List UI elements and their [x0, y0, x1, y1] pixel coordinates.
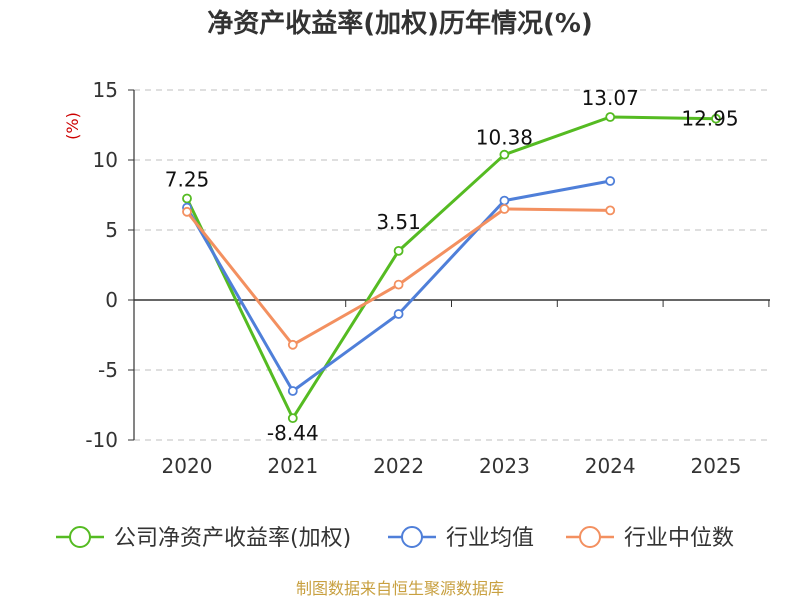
data-point-company	[393, 245, 404, 256]
axes: -10 -5 0 5 10 15 2020 2021 2022 2023 2024 2025	[85, 78, 770, 478]
data-label: -8.44	[267, 421, 319, 445]
x-tick-label: 2023	[479, 454, 530, 478]
data-point-industry_avg	[287, 386, 298, 396]
legend-label: 行业均值	[446, 526, 534, 551]
y-tick-label: 5	[105, 218, 118, 242]
data-point-company	[711, 113, 721, 124]
data-point-industry_median	[393, 279, 404, 290]
y-axis-unit-label: (%)	[63, 112, 82, 140]
chart-title: 净资产收益率(加权)历年情况(%)	[207, 8, 593, 39]
data-label: 7.25	[165, 168, 210, 192]
data-point-industry_median	[182, 206, 192, 217]
legend-marker-icon	[69, 526, 91, 548]
source-note: 制图数据来自恒生聚源数据库	[296, 579, 504, 598]
data-label: 12.95	[681, 107, 738, 131]
grid-lines	[134, 89, 770, 441]
legend-label: 行业中位数	[624, 526, 734, 551]
legend-marker-icon	[579, 526, 601, 548]
data-point-industry_median	[499, 204, 510, 214]
data-point-industry_median	[605, 205, 616, 216]
x-tick-label: 2022	[373, 454, 424, 478]
data-point-company	[499, 149, 510, 160]
data-point-industry_avg	[499, 195, 510, 206]
x-tick-label: 2024	[585, 454, 636, 478]
y-tick-label: -5	[98, 358, 118, 382]
data-label: 10.38	[476, 126, 533, 150]
y-tick-label: 15	[93, 78, 118, 102]
series-industry_avg	[182, 176, 616, 396]
data-point-industry_avg	[393, 309, 404, 319]
x-tick-label: 2020	[162, 454, 213, 478]
legend-marker-icon	[401, 526, 423, 548]
legend-item-company[interactable]: 公司净资产收益率(加权)	[56, 526, 351, 551]
data-point-company	[605, 112, 616, 122]
legend-item-industry_avg[interactable]: 行业均值	[388, 526, 534, 551]
y-tick-label: 10	[93, 148, 118, 172]
series-line-company	[185, 115, 717, 420]
data-point-company	[182, 193, 192, 204]
y-tick-label: 0	[105, 288, 118, 312]
data-point-industry_median	[287, 339, 298, 350]
data-point-company	[287, 413, 298, 424]
series-company	[182, 112, 721, 424]
legend-item-industry_median[interactable]: 行业中位数	[566, 526, 734, 551]
legend[interactable]: 公司净资产收益率(加权) 行业均值 行业中位数	[56, 526, 734, 551]
data-labels: 7.25 -8.44 3.51 10.38 13.07 12.95	[165, 86, 739, 445]
data-label: 3.51	[376, 210, 421, 234]
legend-label: 公司净资产收益率(加权)	[114, 526, 351, 551]
x-tick-label: 2025	[691, 454, 742, 478]
data-label: 13.07	[582, 86, 639, 110]
series-industry_median	[182, 204, 616, 350]
x-tick-label: 2021	[267, 454, 318, 478]
series-lines	[182, 112, 721, 424]
y-tick-label: -10	[85, 428, 118, 452]
data-point-industry_avg	[605, 176, 616, 186]
